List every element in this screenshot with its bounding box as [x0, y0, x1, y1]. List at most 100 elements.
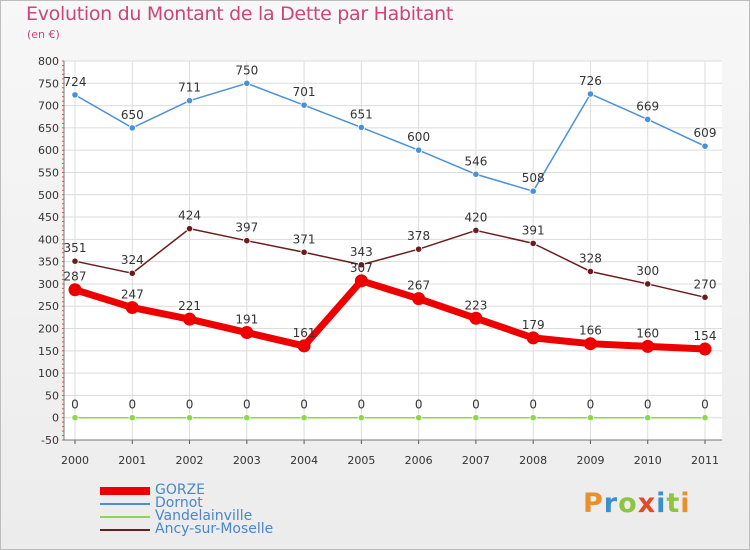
data-point-ancy-sur-moselle	[71, 257, 79, 265]
proxiti-logo: Proxiti	[583, 488, 691, 519]
data-point-ancy-sur-moselle	[529, 239, 537, 247]
data-label-gorze: 166	[579, 324, 602, 338]
y-tick-label: 350	[38, 256, 59, 269]
series-line-ancy-sur-moselle	[74, 227, 706, 299]
data-point-vandelainville	[415, 414, 423, 422]
legend-label-gorze: GORZE	[155, 482, 206, 498]
data-point-gorze	[297, 339, 311, 353]
data-label-dornot: 669	[636, 99, 659, 113]
y-tick-label: 400	[38, 233, 59, 246]
plot-area	[64, 61, 722, 440]
data-point-ancy-sur-moselle	[472, 226, 480, 235]
data-label-ancy-sur-moselle: 420	[464, 210, 487, 224]
data-point-gorze	[583, 337, 597, 351]
data-label-vandelainville: 0	[243, 398, 251, 412]
proxiti-logo-letter: x	[637, 488, 657, 519]
x-tick-label: 2008	[519, 454, 547, 467]
y-tick-label: 450	[38, 211, 59, 224]
y-tick-label: 750	[38, 77, 59, 90]
data-point-gorze	[526, 331, 540, 345]
y-tick-label: 600	[38, 144, 59, 157]
data-point-vandelainville	[644, 414, 652, 422]
data-point-dornot	[415, 146, 423, 154]
data-label-dornot: 726	[579, 74, 602, 88]
data-label-gorze: 221	[178, 299, 201, 313]
data-label-dornot: 609	[694, 126, 717, 140]
proxiti-logo-letter: i	[656, 488, 667, 519]
series-line-dornot	[74, 82, 706, 192]
legend-swatch-dornot	[100, 503, 150, 505]
data-point-dornot	[644, 115, 652, 124]
data-label-ancy-sur-moselle: 300	[636, 264, 659, 278]
y-tick-label: 150	[38, 345, 59, 358]
x-tick-label: 2011	[691, 454, 719, 467]
data-point-ancy-sur-moselle	[586, 267, 595, 276]
data-point-gorze	[469, 311, 483, 325]
data-label-dornot: 600	[407, 130, 430, 144]
x-tick-label: 2009	[576, 454, 604, 467]
data-point-gorze	[412, 292, 426, 306]
data-label-ancy-sur-moselle: 424	[178, 209, 201, 223]
series-line-gorze	[73, 277, 706, 353]
data-point-ancy-sur-moselle	[415, 245, 423, 253]
y-tick-label: -50	[41, 434, 59, 447]
data-point-vandelainville	[243, 414, 251, 422]
x-tick-label: 2006	[405, 454, 433, 467]
data-point-dornot	[243, 79, 251, 87]
data-label-vandelainville: 0	[472, 398, 480, 412]
data-label-ancy-sur-moselle: 343	[350, 245, 373, 259]
data-label-vandelainville: 0	[701, 398, 709, 412]
data-point-ancy-sur-moselle	[701, 293, 709, 301]
data-point-ancy-sur-moselle	[243, 237, 251, 245]
legend-swatch-ancy-sur-moselle	[100, 529, 150, 531]
data-point-dornot	[701, 142, 709, 150]
data-point-vandelainville	[300, 414, 308, 422]
proxiti-logo-letter: r	[603, 488, 619, 519]
data-label-dornot: 701	[293, 85, 316, 99]
y-tick-label: 800	[38, 55, 59, 68]
x-tick-label: 2001	[118, 454, 146, 467]
data-point-vandelainville	[185, 414, 194, 422]
y-tick-label: 250	[38, 300, 59, 313]
proxiti-logo-letter: P	[583, 488, 604, 519]
data-point-ancy-sur-moselle	[128, 269, 136, 277]
data-label-vandelainville: 0	[529, 398, 537, 412]
data-label-dornot: 711	[178, 81, 201, 95]
data-point-dornot	[71, 91, 79, 99]
data-point-dornot	[185, 97, 194, 105]
x-tick-label: 2004	[290, 454, 318, 467]
x-tick-label: 2003	[233, 454, 261, 467]
data-label-gorze: 287	[64, 270, 87, 284]
proxiti-logo-letter: i	[680, 488, 691, 519]
data-label-ancy-sur-moselle: 391	[522, 223, 545, 237]
data-label-vandelainville: 0	[644, 398, 652, 412]
chart-title: Evolution du Montant de la Dette par Hab…	[26, 3, 454, 25]
legend-swatch-gorze	[100, 487, 150, 495]
data-label-vandelainville: 0	[587, 398, 595, 412]
data-label-ancy-sur-moselle: 378	[407, 229, 430, 243]
data-point-dornot	[300, 101, 308, 109]
data-label-gorze: 179	[522, 318, 545, 332]
data-label-gorze: 267	[407, 279, 430, 293]
y-tick-label: 500	[38, 189, 59, 202]
data-label-dornot: 750	[235, 63, 258, 77]
data-point-vandelainville	[701, 414, 709, 422]
data-point-gorze	[354, 274, 368, 288]
data-point-gorze	[240, 326, 254, 340]
data-label-dornot: 651	[350, 107, 373, 121]
y-tick-label: 50	[45, 389, 59, 402]
data-point-gorze	[183, 312, 197, 326]
data-point-gorze	[698, 342, 712, 356]
proxiti-logo-letter: o	[618, 488, 638, 519]
data-label-ancy-sur-moselle: 328	[579, 251, 602, 265]
data-label-gorze: 247	[121, 288, 144, 302]
data-label-dornot: 508	[522, 171, 545, 185]
data-point-vandelainville	[128, 414, 136, 422]
data-label-vandelainville: 0	[358, 398, 366, 412]
proxiti-logo-letter: t	[666, 488, 681, 519]
data-label-vandelainville: 0	[71, 398, 79, 412]
data-label-vandelainville: 0	[128, 398, 136, 412]
data-label-vandelainville: 0	[300, 398, 308, 412]
y-tick-label: 0	[52, 412, 59, 425]
